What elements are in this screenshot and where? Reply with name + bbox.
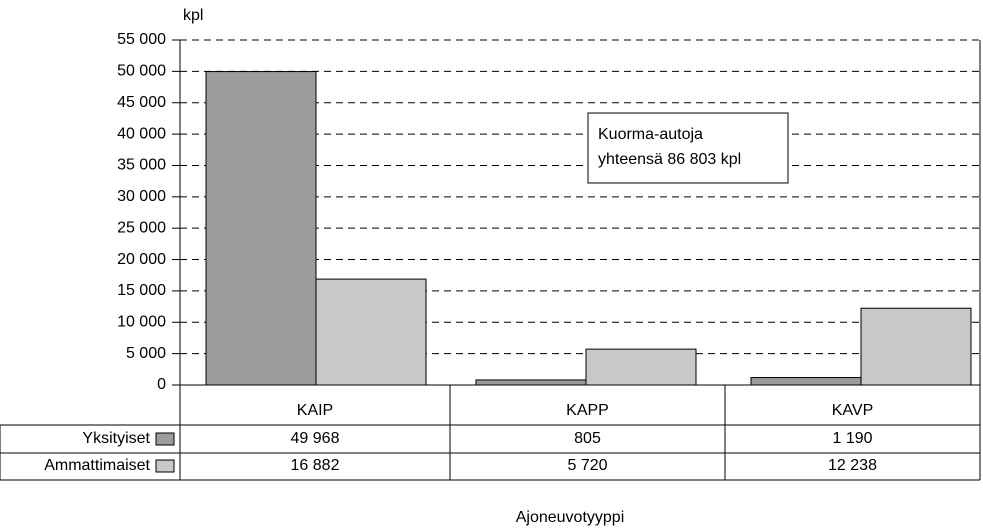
y-tick-label: 55 000 bbox=[117, 31, 166, 48]
value-label: 805 bbox=[574, 430, 601, 447]
bar bbox=[860, 307, 972, 386]
value-label: 12 238 bbox=[828, 457, 877, 474]
bar bbox=[750, 377, 862, 386]
y-tick-label: 50 000 bbox=[117, 63, 166, 80]
legend-label: Ammattimaiset bbox=[44, 457, 150, 474]
annotation-box bbox=[587, 112, 789, 184]
x-tick-label: KAPP bbox=[566, 402, 609, 419]
value-label: 5 720 bbox=[567, 457, 607, 474]
x-axis-title: Ajoneuvotyyppi bbox=[516, 509, 625, 526]
y-tick-label: 5 000 bbox=[126, 345, 166, 362]
y-tick-label: 40 000 bbox=[117, 125, 166, 142]
value-label: 1 190 bbox=[832, 430, 872, 447]
y-tick-label: 45 000 bbox=[117, 94, 166, 111]
bar bbox=[475, 379, 587, 386]
y-tick-label: 25 000 bbox=[117, 219, 166, 236]
legend-swatch bbox=[155, 432, 175, 446]
x-tick-label: KAVP bbox=[832, 402, 874, 419]
legend-swatch bbox=[155, 459, 175, 473]
x-tick-label: KAIP bbox=[297, 402, 333, 419]
y-tick-label: 10 000 bbox=[117, 313, 166, 330]
value-label: 16 882 bbox=[291, 457, 340, 474]
value-label: 49 968 bbox=[291, 430, 340, 447]
legend-label: Yksityiset bbox=[82, 430, 150, 447]
y-tick-label: 30 000 bbox=[117, 188, 166, 205]
bar bbox=[205, 71, 317, 386]
y-tick-label: 20 000 bbox=[117, 251, 166, 268]
annotation: yhteensä 86 803 kpl bbox=[598, 151, 741, 168]
y-tick-label: 15 000 bbox=[117, 282, 166, 299]
bar bbox=[315, 278, 427, 386]
y-tick-label: 0 bbox=[157, 376, 166, 393]
y-tick-label: 35 000 bbox=[117, 157, 166, 174]
bar bbox=[585, 348, 697, 386]
annotation: Kuorma-autoja bbox=[598, 126, 703, 143]
y-axis-title: kpl bbox=[183, 7, 203, 24]
